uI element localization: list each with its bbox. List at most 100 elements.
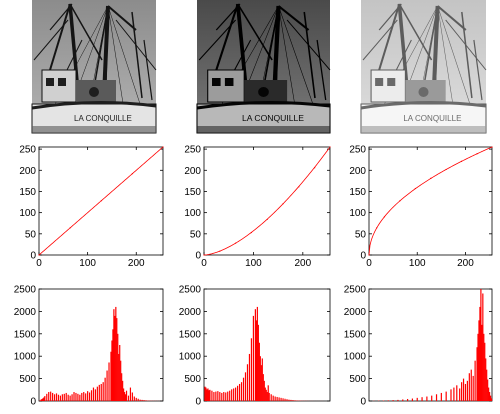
histogram-bar <box>261 358 263 401</box>
histogram-bar <box>112 329 114 401</box>
histogram-bar <box>69 395 71 401</box>
histogram-bar <box>481 324 483 401</box>
histogram-bar <box>272 395 274 401</box>
histogram-bar <box>125 390 128 401</box>
histogram-bar <box>258 342 260 401</box>
histogram-bar <box>411 398 414 401</box>
histogram-bar <box>131 392 133 401</box>
transfer-curve-line <box>38 147 163 256</box>
histogram-bar <box>244 372 247 401</box>
histogram-bar <box>57 394 60 401</box>
histogram-bar <box>479 306 481 401</box>
histogram-bar <box>431 395 433 401</box>
histogram-bar <box>288 399 290 401</box>
histogram-bar <box>255 320 257 401</box>
histogram-bar <box>209 389 211 401</box>
histogram-bar <box>485 358 487 401</box>
histogram-bar <box>266 392 268 401</box>
histogram-bar <box>235 387 237 401</box>
histogram-bar <box>50 391 52 401</box>
histogram-bar <box>387 400 389 401</box>
histogram-bar <box>392 400 394 401</box>
histogram-bar <box>278 397 280 401</box>
histogram-bar <box>440 392 442 401</box>
curve-point <box>69 227 71 229</box>
y-tick-label: 2000 <box>179 307 202 318</box>
y-tick-label: 0 <box>195 397 201 408</box>
y-tick-label: 100 <box>349 208 366 219</box>
histogram-bar <box>263 380 265 401</box>
histogram-bar <box>296 400 298 401</box>
transfer-curve-chart-1: 0 50 100 150 200 250 0 100 200 <box>19 145 164 269</box>
histogram-bar <box>129 387 132 401</box>
hull-lettering: LA CONQUILLE <box>403 114 461 123</box>
histogram-bar <box>464 383 467 401</box>
histogram-bar <box>94 389 97 401</box>
histogram-bar <box>397 399 399 401</box>
y-tick-label: 500 <box>184 374 201 385</box>
curve-point <box>100 200 102 202</box>
curve-point <box>162 146 164 148</box>
curve-point <box>383 216 386 218</box>
x-tick-label: 0 <box>201 258 207 269</box>
curve-point <box>298 186 300 188</box>
histogram-bar <box>225 392 227 401</box>
y-tick-label: 1500 <box>344 329 367 340</box>
histogram-bar <box>205 387 207 401</box>
histogram-bar <box>470 369 472 401</box>
histogram-bar <box>476 347 478 401</box>
curve-point <box>376 227 378 229</box>
histogram-bar <box>111 340 113 401</box>
histogram-bar <box>248 353 251 401</box>
histogram-bar <box>256 306 258 401</box>
histogram-bar <box>83 392 85 401</box>
histogram-bar <box>133 396 135 401</box>
histogram-bar <box>487 379 489 401</box>
hull-lettering: LA CONQUILLE <box>242 113 304 123</box>
histogram-bar <box>453 387 455 401</box>
histogram-bar <box>435 394 438 401</box>
histogram-chart-2: 0 500 1000 1500 2000 2500 <box>179 285 331 408</box>
histogram-bar <box>246 364 249 401</box>
histogram-bar <box>480 289 482 401</box>
curve-point <box>430 177 432 179</box>
histogram-bar <box>242 377 245 401</box>
histogram-bar <box>108 362 110 401</box>
transfer-curve-line <box>368 146 492 256</box>
histogram-bar <box>267 385 269 401</box>
y-tick-label: 1500 <box>179 329 202 340</box>
x-tick-label: 200 <box>128 258 145 269</box>
histogram-bar <box>135 397 137 401</box>
histogram-bar <box>259 356 261 401</box>
histogram-bar <box>406 398 409 401</box>
histogram-bar <box>270 394 272 401</box>
x-tick-label: 100 <box>409 258 426 269</box>
y-tick-label: 200 <box>184 166 201 177</box>
histogram-bar <box>77 393 79 401</box>
histogram-bar <box>87 391 89 401</box>
histogram-bar <box>257 324 259 401</box>
histogram-bar <box>118 353 120 401</box>
histogram-bar <box>119 345 121 401</box>
histogram-bar <box>98 384 100 401</box>
histogram-bar <box>204 386 206 401</box>
histogram-bar <box>75 392 77 401</box>
histogram-bar <box>145 400 147 401</box>
histogram-bar <box>472 375 474 401</box>
histogram-bar <box>141 399 143 401</box>
histogram-bar <box>143 400 145 401</box>
y-tick-label: 100 <box>184 208 201 219</box>
curve-point <box>235 242 237 244</box>
histogram-bar <box>71 394 73 401</box>
y-tick-label: 1000 <box>179 352 202 363</box>
histogram-bar <box>46 393 48 401</box>
histogram-bar <box>280 397 282 401</box>
photo-brightened: LA CONQUILLE <box>360 0 487 134</box>
histogram-bar <box>102 382 104 401</box>
photos-row: LA CONQUILLE LA CONQUILLE LA CONQUILLE <box>31 0 487 134</box>
y-tick-label: 0 <box>30 251 36 262</box>
histogram-bar <box>208 390 210 401</box>
y-tick-label: 50 <box>25 229 37 240</box>
histogram-bar <box>120 360 122 401</box>
